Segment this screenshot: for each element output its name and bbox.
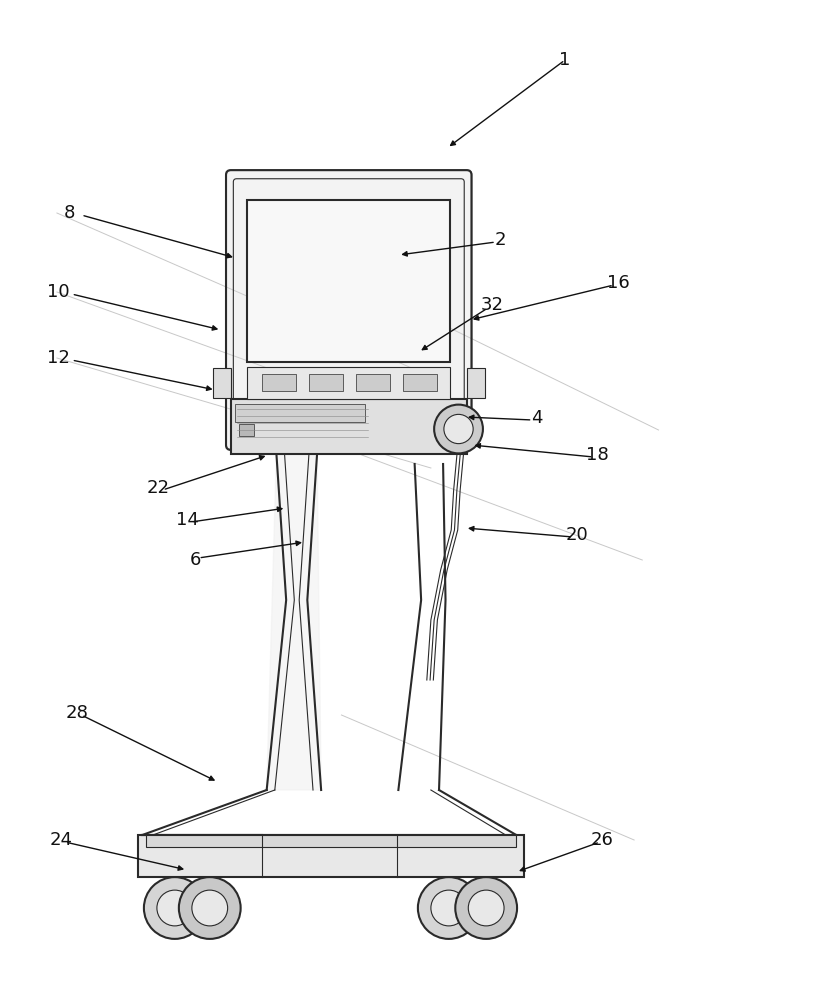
Bar <box>138 835 524 877</box>
Circle shape <box>418 877 480 939</box>
Bar <box>231 399 467 454</box>
Text: 8: 8 <box>63 204 75 222</box>
Bar <box>213 368 231 398</box>
Bar <box>356 374 390 391</box>
Bar <box>239 424 254 436</box>
Bar <box>146 835 516 847</box>
Circle shape <box>434 405 483 453</box>
Circle shape <box>431 890 467 926</box>
Text: 28: 28 <box>66 704 89 722</box>
Bar <box>403 374 437 391</box>
Text: 6: 6 <box>189 551 201 569</box>
Circle shape <box>144 877 206 939</box>
Bar <box>235 404 364 422</box>
Bar <box>247 367 450 399</box>
Circle shape <box>179 877 241 939</box>
Circle shape <box>444 414 473 444</box>
FancyBboxPatch shape <box>226 170 472 450</box>
Text: 1: 1 <box>559 51 571 69</box>
Bar <box>309 374 343 391</box>
Text: 14: 14 <box>176 511 198 529</box>
Circle shape <box>455 877 517 939</box>
Text: 20: 20 <box>566 526 589 544</box>
Text: 32: 32 <box>480 296 503 314</box>
Text: 22: 22 <box>147 479 170 497</box>
Text: 4: 4 <box>531 409 542 427</box>
Circle shape <box>468 890 504 926</box>
Text: 24: 24 <box>50 831 72 849</box>
Bar <box>262 374 296 391</box>
Bar <box>247 200 450 362</box>
Text: 16: 16 <box>606 274 629 292</box>
Text: 12: 12 <box>47 349 70 367</box>
Text: 10: 10 <box>47 283 70 301</box>
Text: 18: 18 <box>586 446 609 464</box>
Circle shape <box>192 890 228 926</box>
Text: 26: 26 <box>590 831 613 849</box>
Bar <box>467 368 485 398</box>
Polygon shape <box>267 454 321 790</box>
Circle shape <box>157 890 193 926</box>
Text: 2: 2 <box>494 231 506 249</box>
